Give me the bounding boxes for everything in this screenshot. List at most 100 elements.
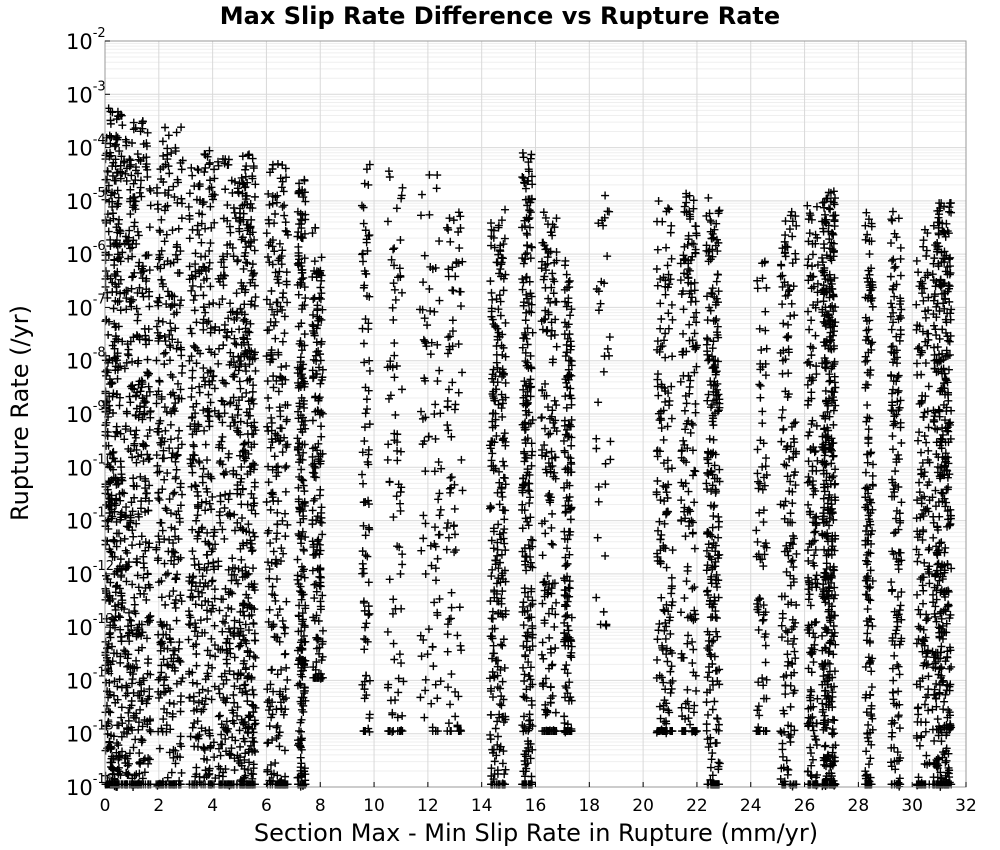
data-point <box>116 174 125 183</box>
data-point <box>110 507 119 516</box>
data-point <box>116 289 125 298</box>
data-point <box>133 288 142 297</box>
data-point <box>277 544 286 553</box>
data-point <box>523 249 532 258</box>
data-point <box>488 607 497 616</box>
data-point <box>102 678 111 687</box>
data-point <box>487 241 496 250</box>
data-point <box>132 458 141 467</box>
data-point <box>281 487 290 496</box>
data-point <box>118 488 127 497</box>
data-point <box>109 754 118 763</box>
data-point <box>271 596 280 605</box>
data-point <box>279 549 288 558</box>
data-point <box>492 341 501 350</box>
data-point <box>601 551 610 560</box>
data-point <box>146 201 155 210</box>
data-point <box>655 517 664 526</box>
data-point <box>108 108 117 117</box>
data-point <box>267 287 276 296</box>
data-point <box>130 439 139 448</box>
data-point <box>359 203 368 212</box>
data-point <box>236 384 245 393</box>
data-point <box>232 289 241 298</box>
data-point <box>494 520 503 529</box>
data-point <box>493 545 502 554</box>
data-point <box>145 454 154 463</box>
data-point <box>229 372 238 381</box>
data-point <box>280 746 289 755</box>
data-point <box>129 474 138 483</box>
data-point <box>264 394 273 403</box>
data-point <box>390 339 399 348</box>
chart-title: Max Slip Rate Difference vs Rupture Rate <box>220 2 780 30</box>
data-point <box>136 183 145 192</box>
data-point <box>114 612 123 621</box>
data-point <box>203 456 212 465</box>
data-point <box>126 197 135 206</box>
data-point <box>165 495 174 504</box>
data-point <box>606 455 615 464</box>
data-point <box>143 432 152 441</box>
data-point <box>667 573 676 582</box>
data-point <box>359 339 368 348</box>
data-point <box>547 648 556 657</box>
data-point <box>435 296 444 305</box>
data-point <box>360 437 369 446</box>
data-point <box>101 248 110 257</box>
data-point <box>143 368 152 377</box>
data-point <box>317 422 326 431</box>
data-point <box>489 649 498 658</box>
data-point <box>450 504 459 513</box>
data-point <box>689 645 698 654</box>
data-point <box>520 670 529 679</box>
data-point <box>389 639 398 648</box>
data-point <box>142 391 151 400</box>
data-point <box>166 319 175 328</box>
data-point <box>447 603 456 612</box>
data-point <box>116 306 125 315</box>
data-point <box>126 513 135 522</box>
data-point <box>199 364 208 373</box>
data-point <box>300 403 309 412</box>
data-point <box>124 254 133 263</box>
data-point <box>192 650 201 659</box>
data-point <box>177 768 186 777</box>
data-point <box>681 532 690 541</box>
data-point <box>110 616 119 625</box>
data-point <box>141 538 150 547</box>
data-point <box>194 166 203 175</box>
data-point <box>126 398 135 407</box>
data-point <box>142 285 151 294</box>
data-point <box>686 297 695 306</box>
data-point <box>681 425 690 434</box>
data-point <box>126 382 135 391</box>
data-point <box>145 223 154 232</box>
data-point <box>185 693 194 702</box>
data-point <box>194 457 203 466</box>
data-point <box>281 623 290 632</box>
data-point <box>176 697 185 706</box>
data-point <box>397 659 406 668</box>
data-point <box>140 768 149 777</box>
data-point <box>275 267 284 276</box>
data-point <box>118 248 127 257</box>
data-point <box>142 489 151 498</box>
data-point <box>520 693 529 702</box>
data-point <box>124 345 133 354</box>
data-point <box>714 512 723 521</box>
data-point <box>106 119 115 128</box>
data-point <box>661 290 670 299</box>
data-point <box>219 341 228 350</box>
data-point <box>187 392 196 401</box>
data-point <box>523 241 532 250</box>
data-point <box>187 586 196 595</box>
data-point <box>222 331 231 340</box>
data-point <box>661 634 670 643</box>
data-point <box>318 591 327 600</box>
data-point <box>113 202 122 211</box>
data-point <box>603 344 612 353</box>
data-point <box>451 712 460 721</box>
data-point <box>457 455 466 464</box>
data-point <box>283 298 292 307</box>
